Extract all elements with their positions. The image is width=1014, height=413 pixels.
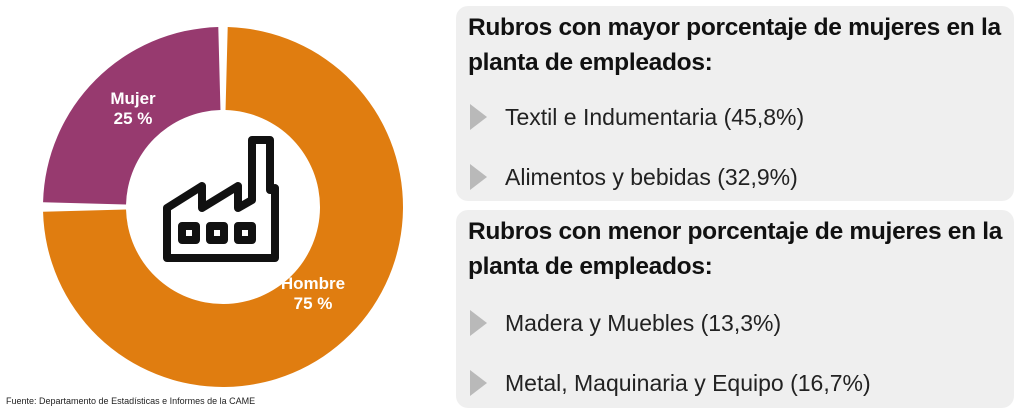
panel-title-lowest: Rubros con menor porcentaje de mujeres e…: [468, 218, 1003, 280]
slice-label-hombre: Hombre 75 %: [263, 274, 363, 314]
slice-label-hombre-name: Hombre: [280, 274, 346, 293]
panel-highest-women: Rubros con mayor porcentaje de mujeres e…: [456, 6, 1014, 201]
factory-icon: [163, 136, 279, 262]
panel-title-highest: Rubros con mayor porcentaje de mujeres e…: [468, 14, 1001, 76]
donut-svg: [43, 27, 404, 388]
triangle-bullet-icon: [470, 104, 487, 130]
slice-label-mujer: Mujer 25 %: [88, 89, 178, 129]
triangle-bullet-icon: [470, 370, 487, 396]
donut-slices: [43, 27, 404, 388]
slice-hombre: [43, 27, 404, 388]
list-item: Alimentos y bebidas (32,9%): [470, 162, 798, 192]
item-text: Alimentos y bebidas (32,9%): [505, 163, 798, 190]
item-text: Metal, Maquinaria y Equipo (16,7%): [505, 369, 871, 396]
source-note: Fuente: Departamento de Estadísticas e I…: [6, 396, 256, 406]
item-text: Textil e Indumentaria (45,8%): [505, 103, 805, 130]
slice-mujer: [43, 27, 221, 205]
slice-label-mujer-value: 25 %: [113, 109, 153, 128]
donut-chart: Mujer 25 % Hombre 75 %: [0, 0, 440, 413]
list-item: Metal, Maquinaria y Equipo (16,7%): [470, 368, 871, 398]
item-text: Madera y Muebles (13,3%): [505, 309, 782, 336]
list-item: Textil e Indumentaria (45,8%): [470, 102, 804, 132]
triangle-bullet-icon: [470, 164, 487, 190]
triangle-bullet-icon: [470, 310, 487, 336]
panel-lowest-women: Rubros con menor porcentaje de mujeres e…: [456, 210, 1014, 408]
slice-label-hombre-value: 75 %: [293, 294, 333, 313]
list-item: Madera y Muebles (13,3%): [470, 308, 781, 338]
slice-label-mujer-name: Mujer: [110, 89, 156, 108]
